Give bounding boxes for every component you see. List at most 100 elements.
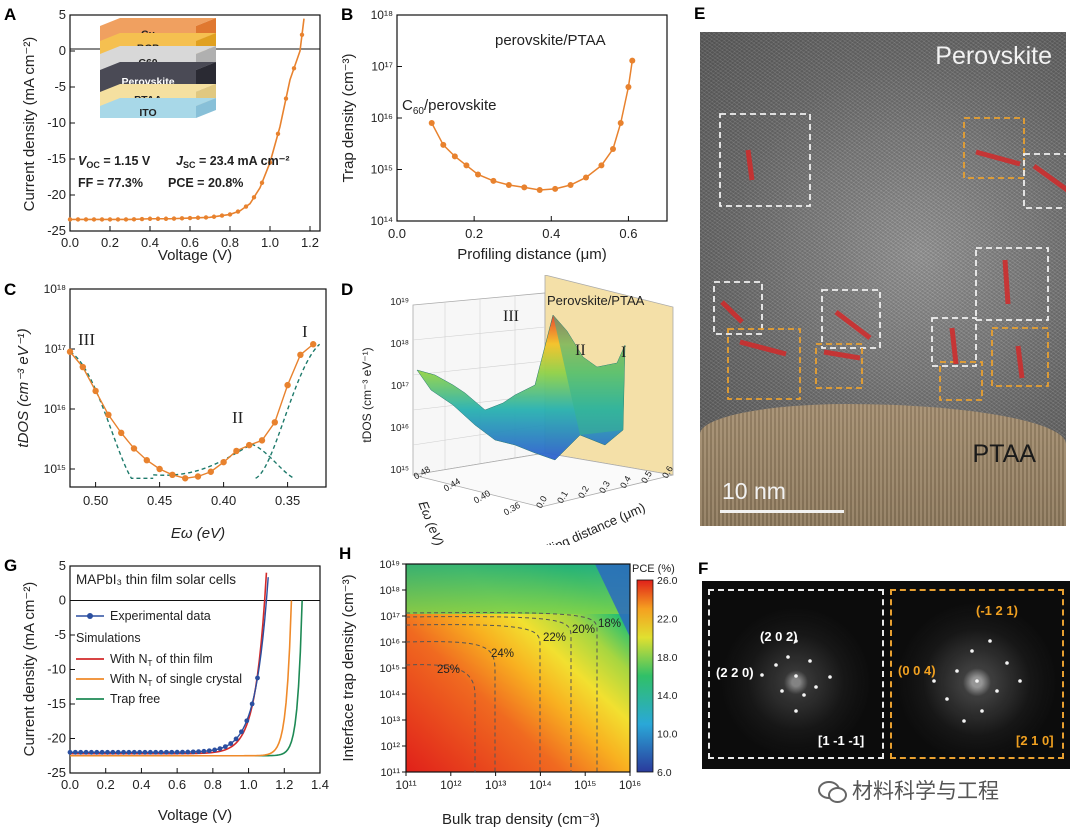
z-tick-label: 10¹⁸ <box>390 339 409 350</box>
trap-point <box>440 141 447 148</box>
y-tick-label: -20 <box>47 731 66 746</box>
experimental-point <box>244 718 250 724</box>
trap-point <box>451 153 458 160</box>
diffraction-spot <box>945 697 949 701</box>
y-tick-label: -20 <box>47 187 66 202</box>
y-tick-label: 0.36 <box>502 500 522 517</box>
jv-point <box>107 217 113 222</box>
fft-right-spot-121: (-1 2 1) <box>976 603 1018 618</box>
trap-point <box>617 119 624 126</box>
lattice-fringe <box>1032 163 1066 193</box>
x-tick-label: 0.35 <box>275 493 300 508</box>
x-tick-label: 10¹⁶ <box>619 778 641 792</box>
colorbar-tick-label: 14.0 <box>657 690 678 702</box>
y-tick-label: 10¹⁸ <box>371 8 393 22</box>
tdos-point <box>246 441 253 449</box>
experimental-point <box>78 749 84 755</box>
experimental-point <box>196 749 201 755</box>
panel-g-title: MAPbI₃ thin film solar cells <box>76 572 236 587</box>
jv-point <box>203 215 209 220</box>
component-i <box>255 343 321 479</box>
experimental-point <box>94 749 100 755</box>
experimental-point <box>126 749 132 755</box>
panel-f-label: F <box>698 559 709 578</box>
tem-label-ptaa: PTAA <box>972 440 1036 468</box>
y-tick-label: 10¹⁸ <box>44 282 66 296</box>
experimental-point <box>169 749 175 755</box>
stack-top-face <box>100 98 216 106</box>
lattice-box <box>939 361 983 401</box>
lattice-box <box>991 327 1049 387</box>
panel-g-ylabel: Current density (mA cm⁻²) <box>21 582 38 757</box>
jv-point <box>299 32 305 37</box>
x-tick-label: 1.0 <box>261 235 279 250</box>
diffraction-spot <box>932 679 936 683</box>
stack-top-face <box>100 84 216 92</box>
y-tick-label: 10¹² <box>380 741 400 753</box>
lattice-fringe <box>745 149 755 181</box>
panel-b-ylabel: Trap density (cm⁻³) <box>340 53 357 182</box>
pce-text: PCE = 20.8% <box>168 176 243 190</box>
tdos-point <box>194 473 202 480</box>
stack-side-face <box>196 98 216 118</box>
x-tick-label: 0.45 <box>147 493 172 508</box>
tdos-point <box>143 457 150 464</box>
panel-h: H 25% 24% 22% 20% 18% PCE (%) 10¹¹ 10¹² 10… <box>339 545 678 828</box>
jv-point <box>219 213 225 218</box>
jv-point <box>275 131 281 136</box>
trap-point <box>625 83 632 90</box>
tem-overlay <box>713 113 1066 401</box>
y-tick-label: -25 <box>47 223 66 238</box>
y-tick-label: -10 <box>47 662 66 677</box>
trap-point <box>598 162 605 169</box>
experimental-point <box>105 749 110 755</box>
jv-point <box>147 216 153 221</box>
trap-point <box>583 174 589 181</box>
y-tick-label: 10¹⁸ <box>379 585 400 597</box>
heatmap <box>405 563 631 773</box>
y-tick-label: -15 <box>47 696 66 711</box>
annotation-i: I <box>302 322 308 341</box>
experimental-point <box>89 749 94 755</box>
colorbar <box>636 579 654 773</box>
jv-point <box>155 216 161 221</box>
x-tick-label: 1.2 <box>301 235 319 250</box>
experimental-point <box>228 741 234 746</box>
jv-point <box>211 214 217 219</box>
x-tick-label: 0.6 <box>181 235 199 250</box>
legend-trap-free: Trap free <box>110 692 160 706</box>
diffraction-spot <box>794 709 798 713</box>
panel-d-zlabel: tDOS (cm⁻³ eV⁻¹) <box>360 347 374 442</box>
panel-a-ylabel: Current density (mA cm⁻²) <box>21 37 38 212</box>
tdos-point <box>130 445 138 452</box>
diffraction-spot <box>774 663 778 667</box>
jv-point <box>267 160 273 165</box>
experimental-point <box>67 749 73 755</box>
experimental-point <box>164 749 169 755</box>
diffraction-spot <box>828 675 832 679</box>
x-tick-label: 1.2 <box>275 777 293 792</box>
experimental-point <box>212 747 218 753</box>
jv-point <box>67 217 73 222</box>
experimental-point <box>222 744 228 750</box>
fft-right-zone: [2 1 0] <box>1016 733 1054 748</box>
x-tick-label: 0.4 <box>132 777 150 792</box>
tdos-point <box>66 348 74 355</box>
y-tick-label: 10¹⁵ <box>44 462 66 476</box>
y-tick-label: 10¹³ <box>380 715 400 727</box>
panel-e: E Perovskite PTAA 10 nm <box>690 0 1080 540</box>
trap-curve <box>431 60 634 191</box>
x-tick-label: 0.4 <box>542 226 560 241</box>
z-tick-label: 10¹⁷ <box>391 381 409 392</box>
voc-text: VOC = 1.15 V <box>78 154 151 170</box>
experimental-point <box>174 749 180 755</box>
panel-c-ylabel: tDOS (cm⁻³ eV⁻¹) <box>15 328 32 447</box>
x-tick-label: 10¹³ <box>485 778 506 792</box>
stack-top-face <box>100 46 216 54</box>
y-tick-label: 10¹⁷ <box>380 611 400 623</box>
tdos-point <box>92 387 99 395</box>
experimental-point <box>99 749 105 755</box>
x-tick-label: 0.0 <box>61 235 79 250</box>
trap-point <box>629 57 636 64</box>
panel-h-label: H <box>339 545 351 563</box>
